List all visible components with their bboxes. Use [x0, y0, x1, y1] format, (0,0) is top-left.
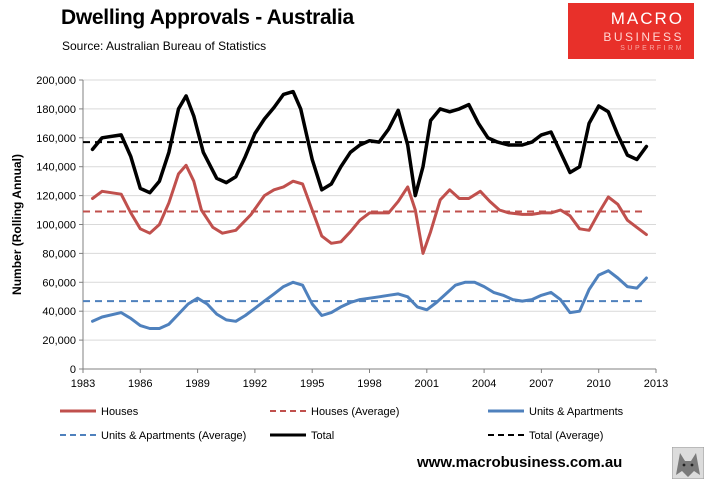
legend-entry-4: Units & Apartments (Average) — [60, 430, 246, 442]
legend-entry-6: Total (Average) — [488, 430, 603, 442]
x-tick-label: 2004 — [472, 378, 496, 390]
x-tick-label: 2007 — [529, 378, 553, 390]
legend-label: Houses — [101, 406, 139, 418]
logo-line-3: SUPERFIRM — [620, 45, 684, 52]
footer-url: www.macrobusiness.com.au — [417, 454, 623, 471]
legend-label: Houses (Average) — [311, 406, 399, 418]
legend-entry-2: Houses (Average) — [270, 406, 399, 418]
legend-label: Units & Apartments — [529, 406, 624, 418]
x-tick-label: 1992 — [243, 378, 267, 390]
y-axis-label: Number (Rolling Annual) — [10, 154, 24, 295]
y-tick-label: 0 — [70, 364, 76, 376]
macrobusiness-logo: MACRO BUSINESS SUPERFIRM — [568, 3, 694, 59]
legend-entry-3: Units & Apartments — [488, 406, 624, 418]
x-tick-label: 1989 — [185, 378, 209, 390]
legend-label: Total (Average) — [529, 430, 603, 442]
x-tick-label: 1983 — [71, 378, 95, 390]
y-tick-label: 100,000 — [36, 220, 76, 232]
chart-title: Dwelling Approvals - Australia — [61, 6, 354, 29]
y-tick-label: 140,000 — [36, 162, 76, 174]
y-tick-label: 200,000 — [36, 75, 76, 87]
y-tick-label: 40,000 — [42, 306, 76, 318]
y-tick-label: 120,000 — [36, 191, 76, 203]
y-tick-label: 80,000 — [42, 248, 76, 260]
series-line-3 — [91, 269, 648, 330]
legend-entry-5: Total — [270, 430, 334, 442]
y-tick-label: 20,000 — [42, 335, 76, 347]
logo-line-2: BUSINESS — [603, 30, 684, 44]
legend-label: Units & Apartments (Average) — [101, 430, 246, 442]
series-line-1 — [91, 163, 648, 255]
x-tick-label: 2010 — [586, 378, 610, 390]
x-tick-label: 1998 — [357, 378, 381, 390]
y-tick-label: 160,000 — [36, 133, 76, 145]
wolf-logo-icon — [672, 447, 704, 479]
x-tick-label: 1995 — [300, 378, 324, 390]
logo-line-1: MACRO — [610, 9, 684, 28]
chart-subtitle: Source: Australian Bureau of Statistics — [62, 39, 267, 53]
legend-label: Total — [311, 430, 334, 442]
x-tick-label: 2013 — [644, 378, 668, 390]
y-tick-label: 180,000 — [36, 104, 76, 116]
legend-entry-1: Houses — [60, 406, 139, 418]
x-tick-label: 1986 — [128, 378, 152, 390]
y-tick-label: 60,000 — [42, 277, 76, 289]
x-tick-label: 2001 — [415, 378, 439, 390]
